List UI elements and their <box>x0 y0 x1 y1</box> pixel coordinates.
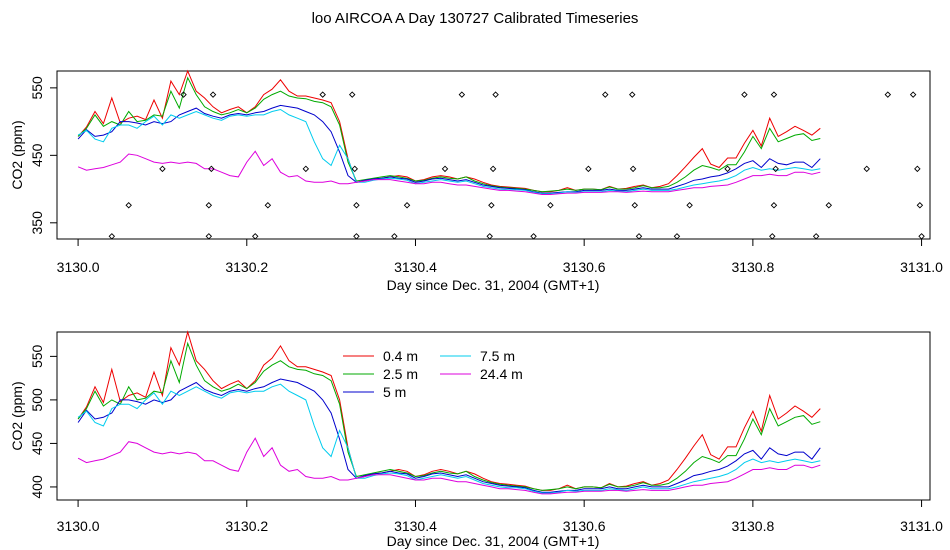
calibration-point <box>916 202 924 209</box>
bottom-series-line-5-m <box>77 378 821 493</box>
top-y-tick-label: 550 <box>29 76 45 100</box>
calibration-point <box>488 202 495 209</box>
top-series-line-7-5-m <box>77 108 821 195</box>
calibration-point <box>441 165 449 173</box>
bottom-x-tick-label: 3130.0 <box>57 518 100 534</box>
calibration-point <box>631 202 639 209</box>
calibration-point <box>686 202 693 209</box>
top-x-tick-label: 3130.6 <box>563 259 606 275</box>
calibration-point <box>205 202 213 209</box>
calibration-point <box>125 202 132 209</box>
calibration-point <box>264 202 272 209</box>
calibration-point <box>108 233 116 240</box>
calibration-point <box>825 202 833 209</box>
top-x-tick-label: 3130.0 <box>57 259 100 275</box>
top-calibration-points <box>108 91 925 240</box>
calibration-point <box>208 165 215 173</box>
calibration-point <box>918 233 925 240</box>
bottom-x-tick-label: 3130.4 <box>394 518 437 534</box>
calibration-point <box>914 165 921 173</box>
bottom-x-axis-title: Day since Dec. 31, 2004 (GMT+1) <box>387 533 600 549</box>
calibration-point <box>353 202 360 209</box>
calibration-point <box>770 91 778 98</box>
bottom-series-line-0-4-m <box>77 330 821 491</box>
top-x-tick-label: 3131.0 <box>900 259 943 275</box>
calibration-point <box>319 91 326 98</box>
calibration-point <box>458 91 466 98</box>
calibration-point <box>251 233 259 240</box>
top-series-line-24-4-m <box>77 150 821 195</box>
calibration-point <box>205 233 213 240</box>
top-x-axis-title: Day since Dec. 31, 2004 (GMT+1) <box>387 277 600 293</box>
calibration-point <box>489 165 497 173</box>
legend-label: 7.5 m <box>480 348 515 364</box>
calibration-point <box>351 165 358 173</box>
calibration-point <box>741 91 748 98</box>
calibration-point <box>530 233 537 240</box>
bottom-x-tick-label: 3130.8 <box>731 518 774 534</box>
calibration-point <box>403 202 411 209</box>
top-x-tick-label: 3130.2 <box>225 259 268 275</box>
calibration-point <box>391 233 398 240</box>
figure-title: loo AIRCOA A Day 130727 Calibrated Times… <box>311 10 639 27</box>
calibration-point <box>159 165 166 173</box>
calibration-point <box>353 233 360 240</box>
top-x-tick-label: 3130.8 <box>731 259 774 275</box>
calibration-point <box>812 233 820 240</box>
calibration-point <box>629 91 636 98</box>
top-series-lines <box>77 69 821 195</box>
calibration-point <box>302 165 310 173</box>
bottom-x-tick-label: 3130.6 <box>563 518 606 534</box>
bottom-y-axis-title: CO2 (ppm) <box>9 381 25 450</box>
top-y-tick-label: 450 <box>29 143 45 167</box>
calibration-point <box>348 91 356 98</box>
legend-label: 24.4 m <box>480 366 523 382</box>
top-y-axis-title: CO2 (ppm) <box>9 120 25 189</box>
calibration-point <box>884 91 892 98</box>
calibration-point <box>602 91 609 98</box>
calibration-point <box>635 233 643 240</box>
calibration-point <box>585 165 592 173</box>
top-series-line-5-m <box>77 104 821 194</box>
calibration-point <box>486 233 493 240</box>
bottom-y-tick-label: 400 <box>29 475 45 499</box>
top-x-axis: 3130.0 3130.2 3130.4 3130.6 3130.8 3131.0 <box>57 238 943 275</box>
legend-label: 0.4 m <box>383 348 418 364</box>
bottom-panel: 3130.0 3130.2 3130.4 3130.6 3130.8 3131.0 400… <box>9 330 943 549</box>
top-plot-frame <box>56 70 931 240</box>
calibration-point <box>909 91 917 98</box>
calibration-point <box>863 165 870 173</box>
legend-label: 2.5 m <box>383 366 418 382</box>
bottom-x-tick-label: 3130.2 <box>225 518 268 534</box>
bottom-series-lines <box>77 330 821 495</box>
bottom-y-tick-label: 550 <box>29 344 45 368</box>
calibration-point <box>209 91 217 98</box>
bottom-x-axis: 3130.0 3130.2 3130.4 3130.6 3130.8 3131.0 <box>57 499 943 534</box>
bottom-y-tick-label: 500 <box>29 388 45 412</box>
calibration-point <box>769 233 776 240</box>
calibration-point <box>492 91 499 98</box>
bottom-y-axis: 400 450 500 550 <box>29 344 58 499</box>
legend: 0.4 m 2.5 m 5 m 7.5 m 24.4 m <box>343 348 523 400</box>
calibration-point <box>770 202 778 209</box>
calibration-point <box>547 202 554 209</box>
top-y-tick-label: 350 <box>29 211 45 235</box>
top-y-axis: 350 450 550 <box>29 76 58 235</box>
top-series-line-2-5-m <box>77 76 821 193</box>
top-panel: 3130.0 3130.2 3130.4 3130.6 3130.8 3131.0 350… <box>9 69 943 293</box>
bottom-x-tick-label: 3131.0 <box>900 518 943 534</box>
top-x-tick-label: 3130.4 <box>394 259 437 275</box>
bottom-series-line-7-5-m <box>77 383 821 494</box>
bottom-y-tick-label: 450 <box>29 432 45 456</box>
calibration-point <box>724 165 731 173</box>
legend-label: 5 m <box>383 384 406 400</box>
calibration-point <box>772 165 779 173</box>
calibration-point <box>180 91 187 98</box>
calibration-point <box>673 233 681 240</box>
top-series-line-0-4-m <box>77 69 821 193</box>
bottom-series-line-24-4-m <box>77 437 821 495</box>
calibration-point <box>629 165 637 173</box>
bottom-series-line-2-5-m <box>77 341 821 491</box>
